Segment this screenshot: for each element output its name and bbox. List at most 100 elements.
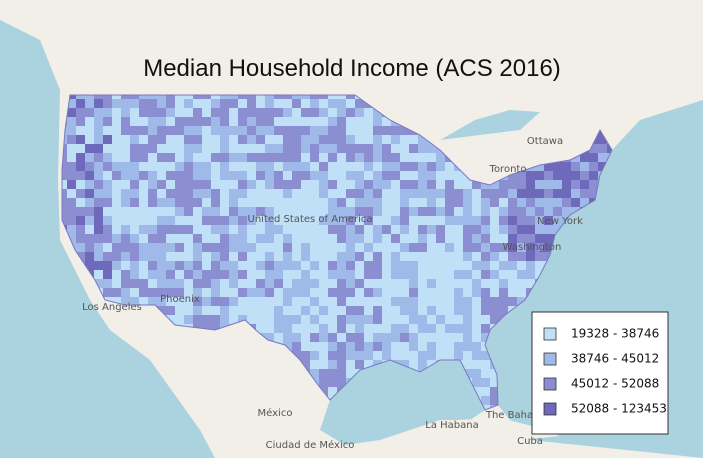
county-cell bbox=[526, 279, 536, 289]
county-cell bbox=[310, 207, 320, 217]
county-cell bbox=[517, 261, 527, 271]
county-cell bbox=[409, 279, 419, 289]
county-cell bbox=[346, 153, 356, 163]
county-cell bbox=[382, 324, 392, 334]
county-cell bbox=[319, 243, 329, 253]
county-cell bbox=[571, 171, 581, 181]
county-cell bbox=[247, 288, 257, 298]
place-label: The Bahamas bbox=[485, 410, 554, 421]
county-cell bbox=[94, 270, 104, 280]
county-cell bbox=[481, 288, 491, 298]
county-cell bbox=[346, 95, 356, 100]
county-cell bbox=[157, 252, 167, 262]
county-cell bbox=[292, 108, 302, 118]
county-cell bbox=[247, 270, 257, 280]
county-cell bbox=[364, 324, 374, 334]
county-cell bbox=[526, 171, 536, 181]
county-cell bbox=[355, 315, 365, 325]
county-cell bbox=[535, 162, 545, 172]
county-cell bbox=[409, 162, 419, 172]
county-cell bbox=[301, 225, 311, 235]
county-cell bbox=[211, 234, 221, 244]
county-cell bbox=[400, 162, 410, 172]
county-cell bbox=[346, 198, 356, 208]
county-cell bbox=[337, 144, 347, 154]
county-cell bbox=[355, 144, 365, 154]
county-cell bbox=[256, 153, 266, 163]
county-cell bbox=[292, 180, 302, 190]
county-cell bbox=[373, 225, 383, 235]
county-cell bbox=[193, 189, 203, 199]
county-cell bbox=[346, 108, 356, 118]
county-cell bbox=[589, 153, 599, 163]
county-cell bbox=[94, 99, 104, 109]
county-cell bbox=[382, 216, 392, 226]
county-cell bbox=[436, 270, 446, 280]
county-cell bbox=[283, 135, 293, 145]
county-cell bbox=[445, 342, 455, 352]
county-cell bbox=[229, 198, 239, 208]
county-cell bbox=[400, 333, 410, 343]
county-cell bbox=[85, 234, 95, 244]
county-cell bbox=[382, 135, 392, 145]
county-cell bbox=[67, 117, 77, 127]
county-cell bbox=[292, 95, 302, 100]
county-cell bbox=[139, 180, 149, 190]
county-cell bbox=[580, 153, 590, 163]
county-cell bbox=[67, 95, 77, 100]
county-cell bbox=[490, 198, 500, 208]
county-cell bbox=[355, 216, 365, 226]
county-cell bbox=[256, 324, 266, 334]
county-cell bbox=[562, 180, 572, 190]
county-cell bbox=[328, 324, 338, 334]
county-cell bbox=[121, 99, 131, 109]
county-cell bbox=[301, 207, 311, 217]
county-cell bbox=[364, 144, 374, 154]
county-cell bbox=[130, 153, 140, 163]
county-cell bbox=[499, 234, 509, 244]
county-cell bbox=[517, 270, 527, 280]
county-cell bbox=[175, 144, 185, 154]
county-cell bbox=[193, 153, 203, 163]
county-cell bbox=[454, 225, 464, 235]
county-cell bbox=[373, 207, 383, 217]
county-cell bbox=[436, 162, 446, 172]
county-cell bbox=[472, 216, 482, 226]
county-cell bbox=[211, 117, 221, 127]
county-cell bbox=[319, 153, 329, 163]
county-cell bbox=[229, 207, 239, 217]
county-cell bbox=[310, 126, 320, 136]
county-cell bbox=[193, 297, 203, 307]
county-cell bbox=[472, 261, 482, 271]
county-cell bbox=[130, 207, 140, 217]
county-cell bbox=[508, 252, 518, 262]
county-cell bbox=[526, 189, 536, 199]
county-cell bbox=[193, 306, 203, 316]
county-cell bbox=[121, 144, 131, 154]
county-cell bbox=[409, 342, 419, 352]
county-cell bbox=[355, 252, 365, 262]
county-cell bbox=[580, 171, 590, 181]
county-cell bbox=[409, 288, 419, 298]
county-cell bbox=[76, 135, 86, 145]
county-cell bbox=[445, 261, 455, 271]
county-cell bbox=[184, 135, 194, 145]
county-cell bbox=[211, 297, 221, 307]
county-cell bbox=[301, 162, 311, 172]
county-cell bbox=[355, 189, 365, 199]
county-cell bbox=[121, 198, 131, 208]
county-cell bbox=[85, 207, 95, 217]
county-cell bbox=[382, 252, 392, 262]
county-cell bbox=[85, 117, 95, 127]
county-cell bbox=[94, 153, 104, 163]
county-cell bbox=[166, 225, 176, 235]
county-cell bbox=[62, 189, 68, 199]
county-cell bbox=[202, 135, 212, 145]
county-cell bbox=[409, 225, 419, 235]
county-cell bbox=[400, 315, 410, 325]
county-cell bbox=[112, 99, 122, 109]
county-cell bbox=[472, 324, 482, 334]
county-cell bbox=[319, 261, 329, 271]
county-cell bbox=[229, 252, 239, 262]
county-cell bbox=[499, 306, 509, 316]
